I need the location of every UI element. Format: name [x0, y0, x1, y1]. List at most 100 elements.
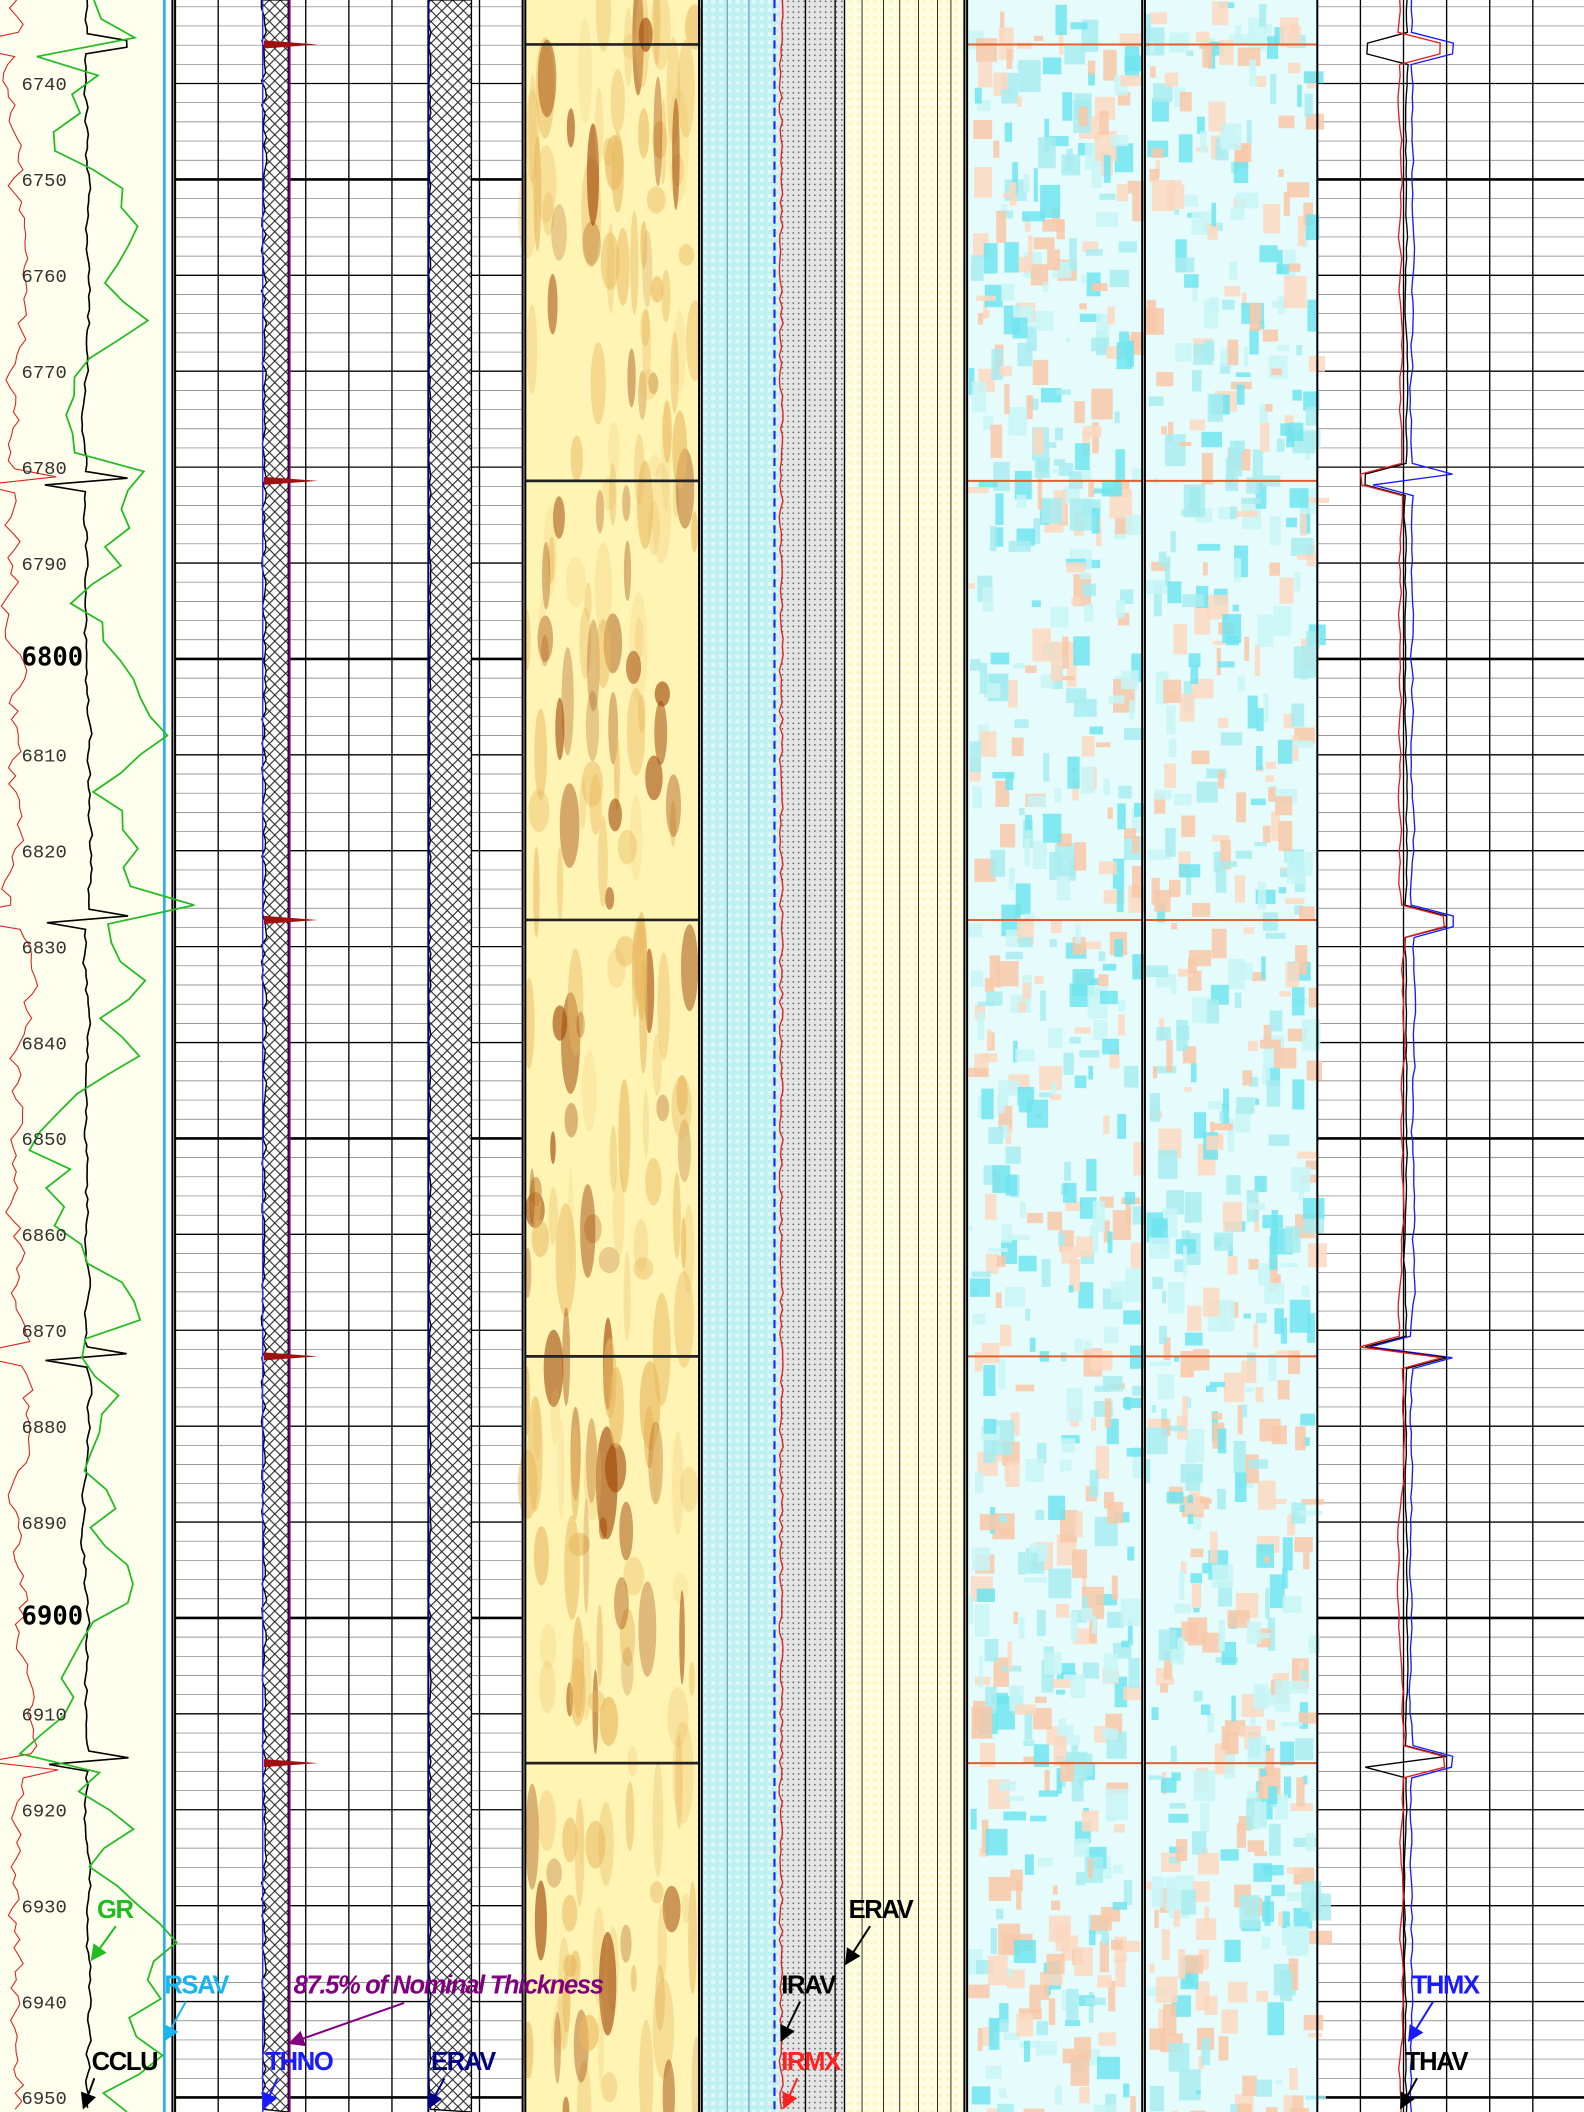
thickness-cell — [1151, 1404, 1156, 1413]
thickness-cell — [1283, 713, 1295, 729]
thickness-cell — [1178, 968, 1193, 977]
thickness-cell — [1088, 1991, 1094, 2023]
thickness-cell — [983, 1418, 997, 1434]
thickness-cell — [984, 1639, 999, 1662]
thickness-cell — [1074, 1075, 1087, 1089]
thickness-cell — [1264, 1895, 1271, 1926]
thickness-cell — [1164, 763, 1176, 788]
thickness-cell — [1025, 1459, 1044, 1482]
thickness-cell — [1193, 1607, 1200, 1613]
amplitude-blob — [562, 2096, 570, 2112]
thickness-cell — [1299, 1510, 1323, 1516]
thickness-cell — [1227, 1256, 1238, 1275]
thickness-cell — [1161, 1408, 1167, 1424]
thickness-cell — [1091, 1417, 1097, 1431]
thickness-cell — [1114, 411, 1120, 424]
thickness-cell — [1233, 161, 1249, 184]
thickness-cell — [1110, 1281, 1130, 1303]
thickness-cell — [1145, 13, 1151, 47]
thickness-cell — [968, 927, 979, 936]
thickness-cell — [1218, 2036, 1229, 2061]
thickness-cell — [1065, 2020, 1081, 2026]
amplitude-blob — [559, 783, 580, 869]
amplitude-blob — [540, 1623, 557, 1669]
thickness-cell — [1305, 1160, 1319, 1170]
thickness-cell — [1208, 1101, 1227, 1110]
amplitude-blob — [534, 708, 547, 801]
amplitude-blob — [638, 1581, 657, 1677]
amplitude-blob — [598, 815, 608, 908]
depth-label: 6810 — [22, 746, 67, 768]
depth-label: 6760 — [22, 266, 67, 288]
amplitude-blob — [653, 0, 661, 66]
label-arrow — [782, 2077, 799, 2110]
thickness-fill — [427, 0, 473, 2112]
thickness-cell — [1015, 1049, 1035, 1062]
amplitude-blob — [594, 87, 604, 165]
thickness-cell — [1161, 1929, 1170, 1961]
thickness-cell — [1256, 1312, 1267, 1324]
thickness-cell — [1177, 1637, 1185, 1656]
thickness-cell — [1202, 1562, 1209, 1574]
thickness-cell — [1121, 1640, 1130, 1648]
thickness-cell — [1112, 1902, 1128, 1910]
thickness-cell — [1042, 442, 1057, 448]
thickness-cell — [1274, 1047, 1297, 1069]
thickness-cell — [1234, 1471, 1247, 1502]
thickness-cell — [1084, 1997, 1106, 2005]
thickness-cell — [1185, 1954, 1204, 1974]
thickness-cell — [1305, 406, 1317, 426]
thickness-cell — [1018, 256, 1031, 273]
amplitude-blob — [567, 948, 584, 1056]
thickness-cell — [1033, 518, 1041, 545]
amplitude-blob — [627, 1745, 638, 1777]
thickness-cell — [1265, 932, 1286, 939]
amplitude-blob — [578, 2014, 599, 2052]
depth-label: 6930 — [22, 1896, 67, 1918]
thickness-cell — [1297, 554, 1316, 560]
amplitude-blob — [645, 755, 663, 801]
thickness-cell — [1295, 1426, 1306, 1451]
thickness-cell — [1287, 1514, 1296, 1536]
thickness-cell — [1269, 1010, 1283, 1032]
amplitude-blob — [598, 1802, 614, 1886]
thickness-cell — [988, 2017, 1000, 2050]
thickness-cell — [1004, 384, 1010, 415]
thickness-cell — [1037, 1857, 1053, 1867]
amplitude-blob — [645, 1157, 662, 1206]
curve-label: ERAV — [849, 1896, 914, 1924]
thickness-cell — [1257, 1480, 1276, 1510]
thickness-cell — [1231, 1695, 1236, 1722]
amplitude-blob — [630, 794, 643, 882]
amplitude-blob — [534, 1880, 547, 1961]
joint-spike — [264, 1759, 318, 1768]
amplitude-blob — [638, 370, 647, 420]
thickness-cell — [1124, 1065, 1139, 1088]
amplitude-blob — [600, 232, 620, 291]
thickness-cell — [1099, 110, 1109, 135]
thickness-cell — [976, 1588, 995, 1602]
thickness-cell — [1089, 1225, 1099, 1254]
amplitude-blob — [671, 1076, 692, 1140]
thickness-cell — [1279, 26, 1301, 47]
amplitude-blob — [690, 511, 698, 553]
thickness-cell — [979, 662, 988, 694]
thickness-cell — [970, 255, 984, 281]
thickness-cell — [1024, 1710, 1033, 1740]
thickness-cell — [1068, 860, 1076, 881]
thickness-cell — [977, 313, 984, 325]
thickness-cell — [1146, 1212, 1164, 1243]
thickness-cell — [1224, 1720, 1246, 1736]
thickness-cell — [1269, 1258, 1278, 1292]
depth-label: 6860 — [22, 1225, 67, 1247]
amplitude-blob — [582, 221, 601, 266]
thickness-cell — [1096, 742, 1111, 748]
thickness-cell — [1265, 403, 1273, 412]
thickness-cell — [1010, 1412, 1020, 1436]
thickness-cell — [1168, 1813, 1189, 1823]
thickness-cell — [1303, 202, 1314, 226]
thickness-cell — [1043, 281, 1048, 293]
thickness-cell — [995, 1292, 1002, 1308]
thickness-cell — [1121, 1598, 1142, 1627]
thickness-cell — [1215, 867, 1227, 893]
